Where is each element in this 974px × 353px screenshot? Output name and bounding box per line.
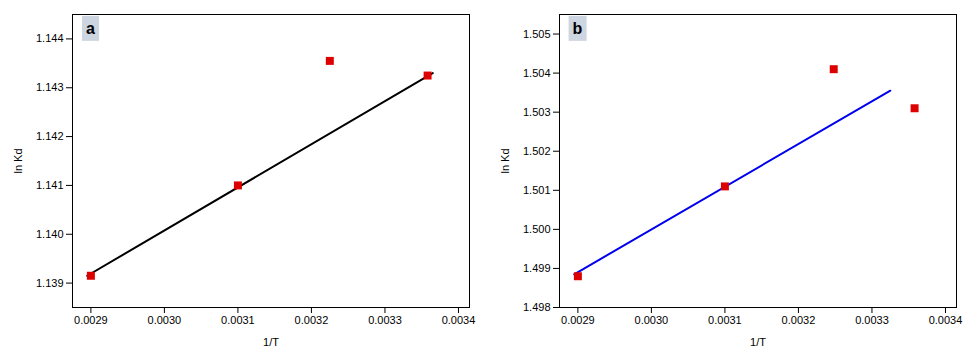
svg-text:ln Kd: ln Kd: [499, 148, 511, 173]
svg-text:0.0034: 0.0034: [929, 314, 963, 326]
svg-text:0.0033: 0.0033: [855, 314, 889, 326]
svg-text:0.0031: 0.0031: [221, 314, 255, 326]
svg-text:ln Kd: ln Kd: [12, 148, 24, 173]
svg-text:0.0029: 0.0029: [561, 314, 595, 326]
svg-text:1.142: 1.142: [36, 130, 64, 142]
svg-text:1/T: 1/T: [750, 336, 766, 348]
svg-text:1.500: 1.500: [523, 223, 551, 235]
svg-text:1.503: 1.503: [523, 106, 551, 118]
svg-text:1.501: 1.501: [523, 184, 551, 196]
svg-text:1.504: 1.504: [523, 67, 551, 79]
svg-text:1.143: 1.143: [36, 81, 64, 93]
svg-text:0.0034: 0.0034: [442, 314, 476, 326]
svg-text:1.144: 1.144: [36, 32, 64, 44]
svg-text:1.140: 1.140: [36, 228, 64, 240]
svg-text:0.0033: 0.0033: [368, 314, 402, 326]
svg-text:1.502: 1.502: [523, 145, 551, 157]
svg-text:0.0032: 0.0032: [295, 314, 329, 326]
svg-text:1.498: 1.498: [523, 301, 551, 313]
svg-text:0.0030: 0.0030: [148, 314, 182, 326]
svg-text:b: b: [573, 20, 583, 37]
svg-text:0.0030: 0.0030: [635, 314, 669, 326]
svg-text:0.0032: 0.0032: [782, 314, 816, 326]
svg-text:1.141: 1.141: [36, 179, 64, 191]
svg-text:a: a: [86, 20, 95, 37]
svg-text:0.0031: 0.0031: [708, 314, 742, 326]
svg-text:1/T: 1/T: [263, 336, 279, 348]
svg-text:1.499: 1.499: [523, 262, 551, 274]
svg-text:1.505: 1.505: [523, 28, 551, 40]
svg-text:0.0029: 0.0029: [74, 314, 108, 326]
svg-text:1.139: 1.139: [36, 277, 64, 289]
